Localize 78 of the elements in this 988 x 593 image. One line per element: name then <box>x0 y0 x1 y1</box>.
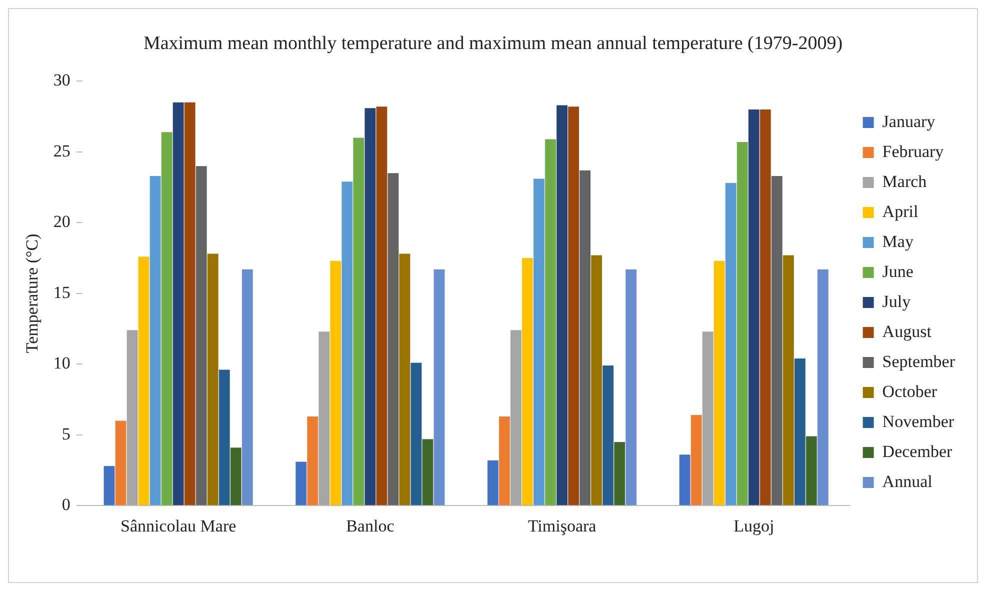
bar <box>138 256 150 506</box>
bar <box>422 439 434 506</box>
bar <box>196 166 207 506</box>
y-tick-label: 0 <box>62 495 70 514</box>
legend-label: April <box>882 202 918 221</box>
bar <box>330 260 342 506</box>
x-tick-label: Lugoj <box>734 516 774 536</box>
legend-label: October <box>882 382 938 401</box>
bar <box>591 255 602 506</box>
bar <box>410 362 422 506</box>
y-tick-label: 5 <box>62 424 70 444</box>
bar <box>580 170 591 506</box>
bar <box>602 366 614 506</box>
bar <box>760 109 771 506</box>
y-tick-label: 15 <box>53 282 70 302</box>
bar <box>568 106 580 506</box>
bar <box>342 182 353 506</box>
bar <box>534 178 544 506</box>
bar <box>545 139 556 506</box>
legend-label: September <box>882 352 956 371</box>
x-tick-label: Sânnicolau Mare <box>120 516 236 536</box>
y-tick-label: 25 <box>53 141 70 160</box>
bar <box>626 269 637 506</box>
bar <box>353 138 364 506</box>
y-tick-label: 10 <box>53 354 70 373</box>
legend-label: December <box>882 442 952 461</box>
bar <box>150 176 161 506</box>
legend-label: February <box>882 142 944 161</box>
bar <box>817 269 828 506</box>
bar <box>614 442 626 506</box>
bar <box>399 254 410 506</box>
bar <box>434 269 445 506</box>
bar <box>307 416 318 506</box>
legend-label: August <box>882 322 932 341</box>
legend-label: June <box>882 262 914 281</box>
bar <box>364 108 376 506</box>
bar <box>242 269 253 506</box>
bar <box>782 255 794 506</box>
bar <box>725 183 736 506</box>
x-tick-label: Timişoara <box>528 516 597 536</box>
bar <box>487 460 498 506</box>
bar <box>510 330 522 506</box>
bar <box>702 332 714 506</box>
bar <box>771 176 782 506</box>
legend-label: November <box>882 412 954 431</box>
bar <box>499 416 510 506</box>
bar <box>806 436 817 506</box>
bar <box>522 258 533 506</box>
bar <box>172 102 184 506</box>
bar <box>679 454 690 506</box>
bar <box>376 106 388 506</box>
bar <box>207 254 218 506</box>
bar <box>230 448 242 506</box>
legend-label: March <box>882 172 928 191</box>
legend-label: July <box>882 292 912 311</box>
x-tick-label: Banloc <box>346 516 395 536</box>
bar <box>714 260 725 506</box>
bar <box>218 370 230 506</box>
bar <box>736 142 748 506</box>
bar <box>690 415 702 506</box>
bar <box>556 105 568 506</box>
bar <box>161 132 172 506</box>
bar <box>104 466 115 506</box>
y-tick-label: 20 <box>53 212 70 232</box>
y-tick-label: 30 <box>53 70 70 90</box>
bar <box>388 173 399 506</box>
chart-title: Maximum mean monthly temperature and maximum mean annual temperature (1979-2009) <box>142 32 844 56</box>
legend-label: January <box>882 112 936 131</box>
bar <box>794 358 806 506</box>
legend-label: Annual <box>882 472 933 491</box>
bar <box>115 420 126 506</box>
bar <box>318 332 330 506</box>
bar <box>748 109 760 506</box>
bar <box>184 102 196 506</box>
y-axis-title: Temperature (°C) <box>22 234 42 354</box>
legend-label: May <box>882 232 914 251</box>
bar <box>126 330 138 506</box>
bar <box>296 462 307 506</box>
